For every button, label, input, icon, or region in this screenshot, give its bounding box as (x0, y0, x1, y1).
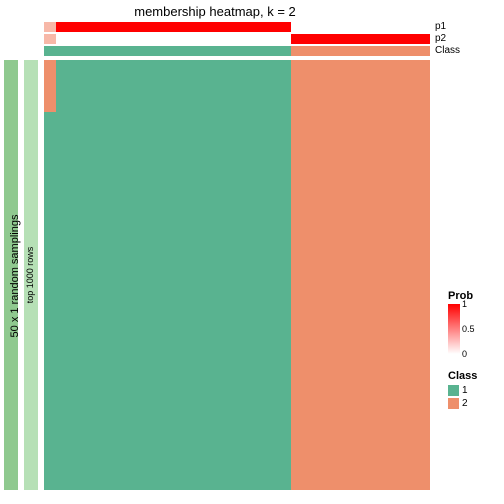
col-annotation-p2 (44, 34, 430, 44)
chart-title: membership heatmap, k = 2 (0, 4, 430, 19)
legend-class-title: Class (448, 370, 477, 382)
legend-class-item: 1 (448, 384, 477, 397)
legend-prob-tick: 1 (462, 300, 467, 309)
legend-prob-tick: 0 (462, 350, 467, 359)
col-annotation-class (44, 46, 430, 56)
col-annotation-label-class: Class (435, 45, 460, 56)
col-annotation-label-p1: p1 (435, 21, 446, 32)
legend-class-label: 2 (462, 398, 468, 409)
legend-prob: Prob 10.50 (448, 290, 473, 354)
legend-swatch (448, 385, 459, 396)
heatmap-body (44, 60, 430, 490)
legend-class-label: 1 (462, 385, 468, 396)
legend-class: Class 1 2 (448, 370, 477, 410)
legend-prob-title: Prob (448, 290, 473, 302)
legend-prob-gradient: 10.50 (448, 304, 460, 354)
legend-swatch (448, 398, 459, 409)
row-annotation-label-2: top 1000 rows (25, 220, 35, 330)
col-annotation-p1 (44, 22, 430, 32)
legend-prob-tick: 0.5 (462, 325, 475, 334)
legend-class-item: 2 (448, 397, 477, 410)
col-annotation-label-p2: p2 (435, 33, 446, 44)
row-annotation-label-1: 50 x 1 random samplings (9, 201, 21, 351)
